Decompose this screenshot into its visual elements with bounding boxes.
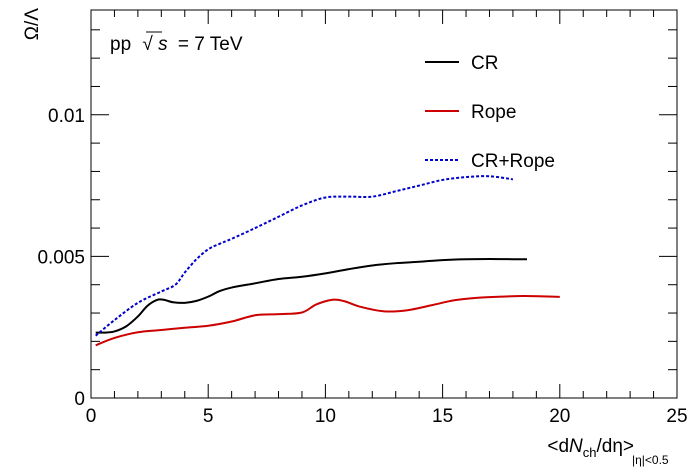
annotation-variable: s <box>158 34 168 55</box>
axis-ticks <box>90 10 678 399</box>
x-label-ch: ch <box>583 445 597 460</box>
plot-frame <box>90 9 678 399</box>
y-tick-label: 0 <box>74 389 85 410</box>
energy-annotation: pp √ s = 7 TeV <box>110 34 243 55</box>
legend-label-cr-rope: CR+Rope <box>471 151 555 172</box>
sqrt-symbol: √ <box>142 34 153 55</box>
series-line-rope <box>95 295 560 347</box>
axis-tick-labels: 0 5 10 15 20 25 0 0.005 0.01 <box>37 106 687 427</box>
series-lines <box>95 175 560 347</box>
annotation-suffix: = 7 TeV <box>178 34 243 55</box>
y-axis-label: Ω/Λ <box>22 8 43 40</box>
x-label-rest: /dη> <box>596 436 634 457</box>
legend-label-rope: Rope <box>471 102 516 123</box>
x-axis-label: <dNch/dη> <box>547 436 634 460</box>
x-tick-label: 0 <box>86 406 97 427</box>
x-tick-label: 25 <box>666 406 687 427</box>
x-tick-label: 20 <box>549 406 570 427</box>
annotation-prefix: pp <box>110 34 131 55</box>
x-label-open: <d <box>547 436 569 457</box>
series-line-cr <box>95 257 527 334</box>
x-tick-label: 5 <box>203 406 214 427</box>
x-tick-label: 10 <box>315 406 336 427</box>
x-tick-label: 15 <box>432 406 453 427</box>
legend-label-cr: CR <box>471 53 498 74</box>
plot-frame-rect <box>90 9 678 399</box>
x-label-n: N <box>569 436 583 457</box>
y-tick-label: 0.005 <box>37 247 85 268</box>
y-tick-label: 0.01 <box>48 106 85 127</box>
x-axis-label-subscript: |η|<0.5 <box>632 453 669 467</box>
legend: CR Rope CR+Rope <box>425 53 555 172</box>
